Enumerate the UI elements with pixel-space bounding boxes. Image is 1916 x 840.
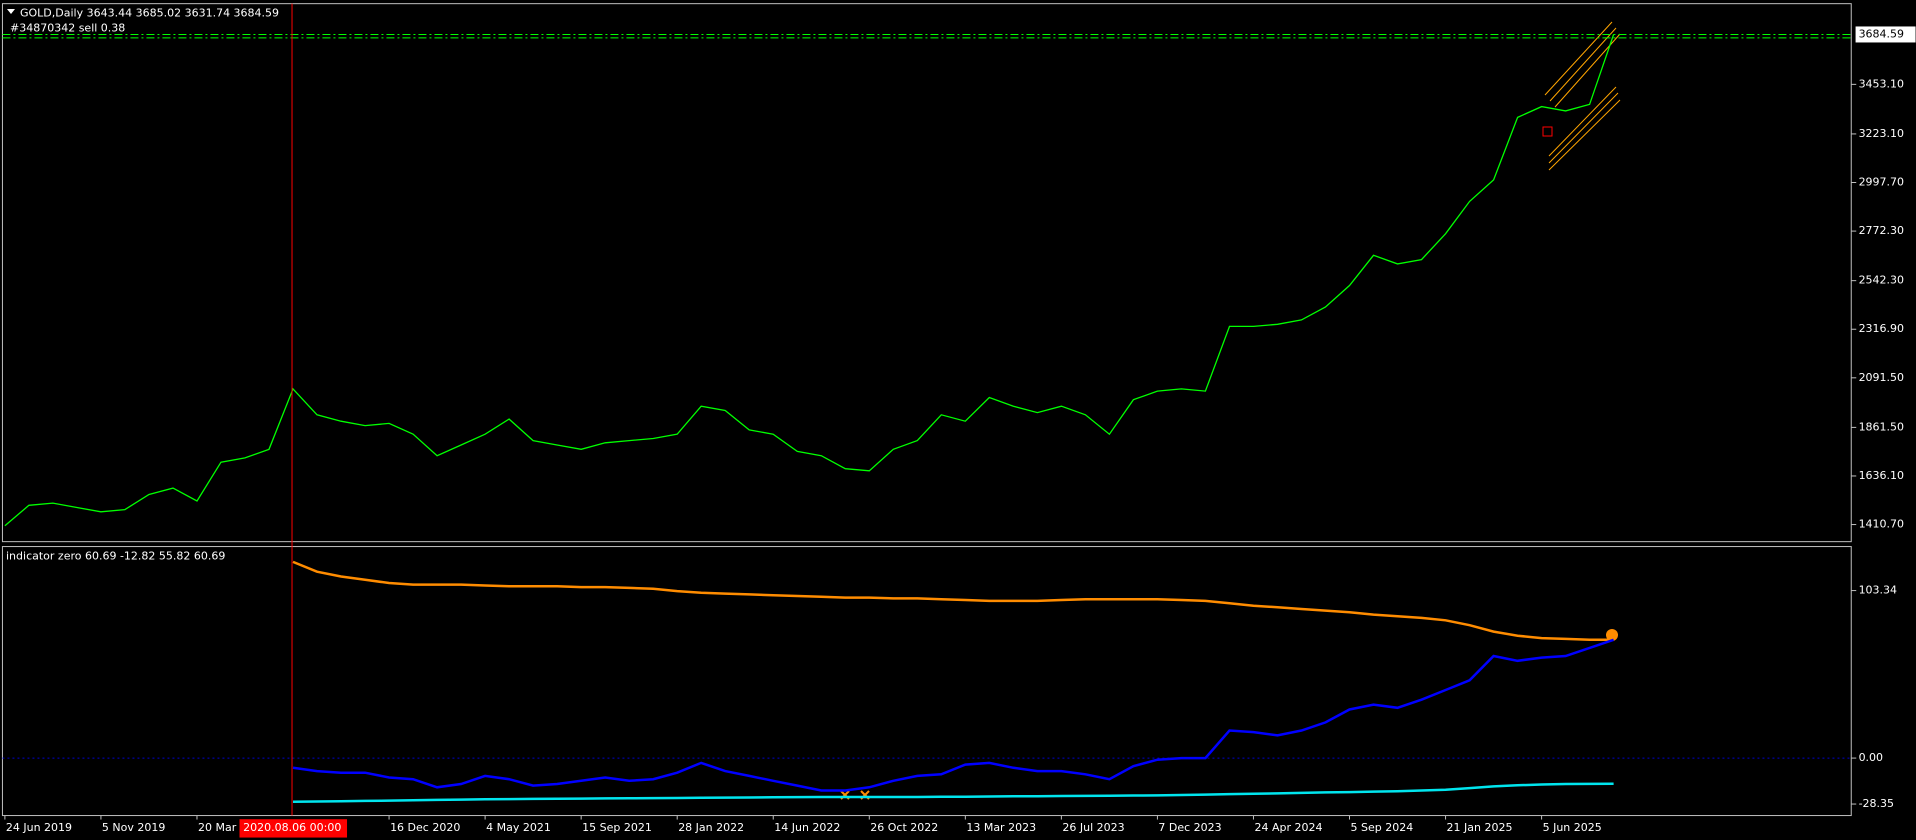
x-tick-label: 5 Sep 2024 [1351,821,1414,834]
y-tick-label: 103.34 [1859,584,1898,597]
x-tick-label: 28 Jan 2022 [678,821,744,834]
x-tick-label: 5 Jun 2025 [1543,821,1602,834]
x-tick-label: 26 Oct 2022 [870,821,938,834]
y-tick-label: 2091.50 [1859,371,1905,384]
x-tick-label: 24 Apr 2024 [1254,821,1322,834]
y-tick-label: 3453.10 [1859,77,1905,90]
x-tick-label: 16 Dec 2020 [390,821,460,834]
panel-frame [1,546,1852,817]
y-tick-label: 2542.30 [1859,274,1905,287]
y-tick-label: 2997.70 [1859,176,1905,189]
signal-marker [1606,629,1618,641]
series-line [4,34,1615,527]
crosshair-box [239,819,348,838]
panel-title: GOLD,Daily 3643.44 3685.02 3631.74 3684.… [20,7,279,20]
channel-lines [1544,21,1621,171]
x-tick-label: 26 Jul 2023 [1062,821,1124,834]
x-tick-label: 13 Mar 2023 [966,821,1036,834]
series-line [292,560,1614,642]
panel-title: indicator zero 60.69 -12.82 55.82 60.69 [6,550,225,563]
order-label: #34870342 sell 0.38 [10,22,125,35]
y-tick-label: 2772.30 [1859,224,1905,237]
x-tick-label: 21 Jan 2025 [1447,821,1513,834]
y-tick-label: 2316.90 [1859,322,1905,335]
y-tick-label: 0.00 [1859,751,1884,764]
series-line [292,782,1614,804]
x-tick-label: 24 Jun 2019 [6,821,72,834]
y-tick-label: 3223.10 [1859,127,1905,140]
y-tick-label: 1410.70 [1859,518,1905,531]
x-tick-label: 4 May 2021 [486,821,551,834]
x-tick-label: 15 Sep 2021 [582,821,652,834]
price-box [1855,26,1916,43]
trade-marker [1542,126,1553,137]
x-tick-label: 7 Dec 2023 [1158,821,1221,834]
x-tick-label: 14 Jun 2022 [774,821,840,834]
y-tick-label: 1636.10 [1859,469,1905,482]
crosshair-label: 2020.08.06 00:00 [243,821,341,834]
menu-arrow [7,9,15,14]
y-tick-label: 1861.50 [1859,420,1905,433]
x-tick-label: 5 Nov 2019 [102,821,165,834]
y-tick-label: -28.35 [1859,797,1894,810]
panel-frame [1,3,1852,543]
series-line [292,638,1614,792]
current-price-label: 3684.59 [1859,27,1905,40]
